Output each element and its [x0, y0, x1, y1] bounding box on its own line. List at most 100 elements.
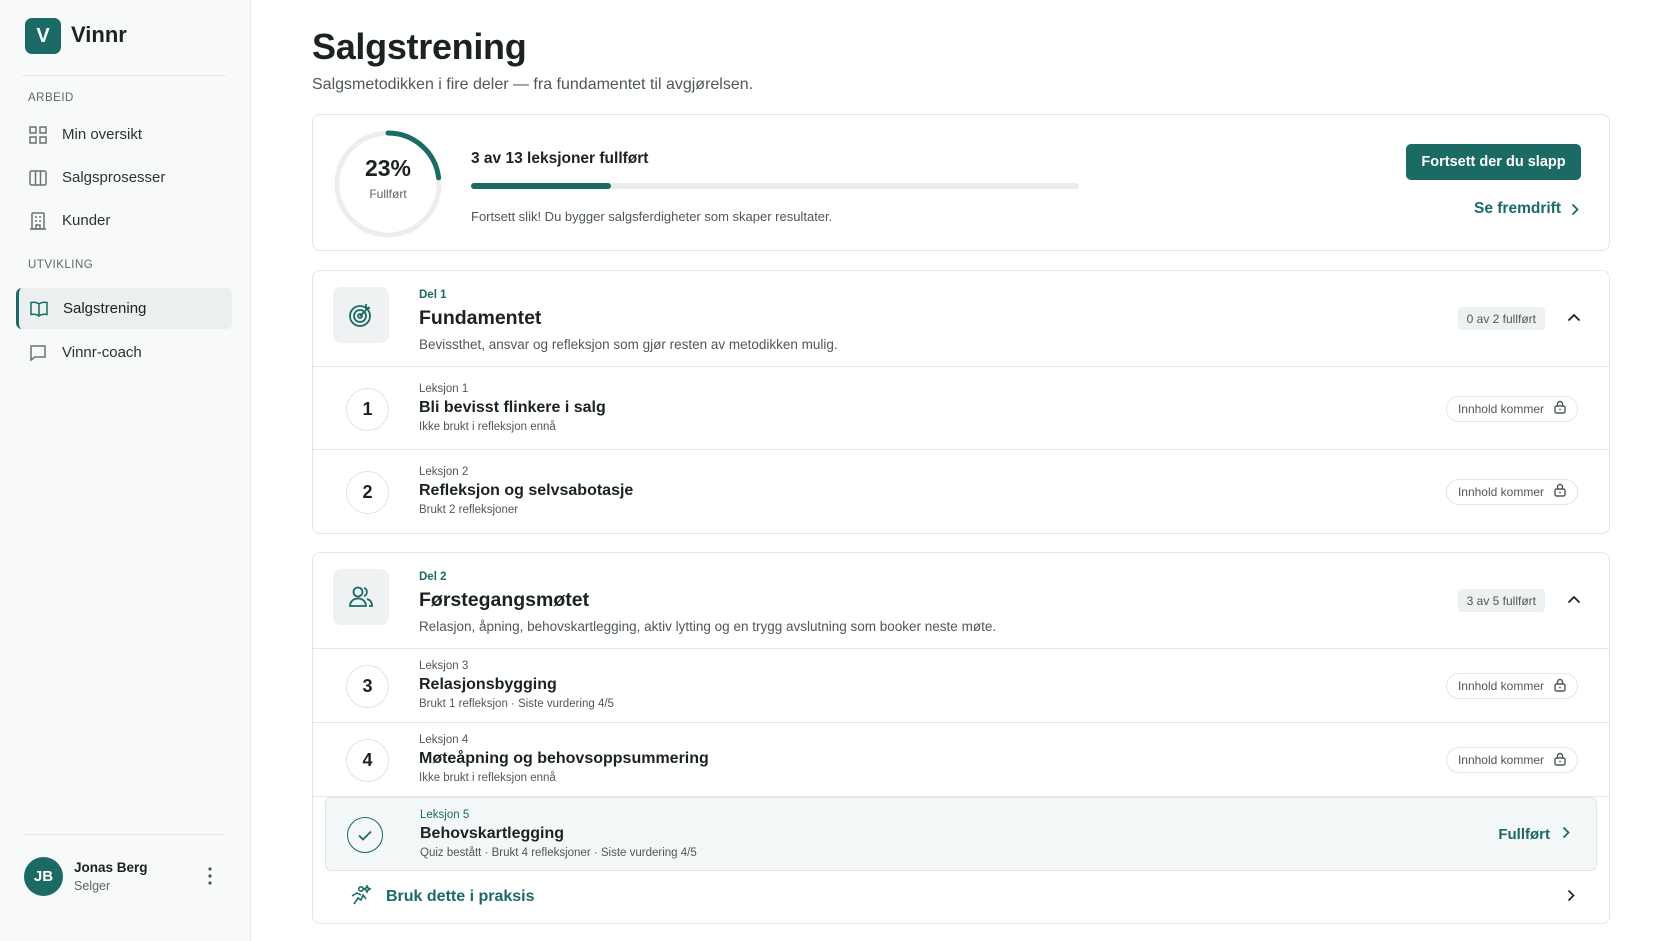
user-role: Selger — [74, 879, 111, 893]
lesson-status: Fullført — [1498, 826, 1570, 843]
chevron — [1571, 203, 1579, 215]
icon — [1567, 595, 1581, 604]
status-text: Innhold kommer — [1457, 753, 1544, 767]
icon — [358, 830, 372, 841]
icon — [30, 211, 46, 230]
lesson-status: Innhold kommer — [1445, 395, 1578, 422]
icon — [351, 883, 372, 904]
progress-bar-fill — [471, 183, 611, 189]
lesson-label: Leksjon 1 — [419, 382, 469, 395]
progress-summary: 3 av 13 leksjoner fullført — [471, 150, 649, 167]
nav-item[interactable]: Min oversikt — [16, 114, 232, 155]
lesson-label: Leksjon 2 — [419, 465, 469, 478]
icon — [1562, 826, 1570, 839]
section-card: Del 1 Fundamentet Bevissthet, ansvar og re… — [312, 270, 1610, 534]
lock-icon — [1554, 400, 1566, 417]
icon — [1567, 313, 1581, 322]
avatar[interactable]: JB — [24, 857, 63, 896]
lesson-meta: Ikke brukt i refleksjon ennå — [419, 420, 556, 433]
lock-icon — [1554, 483, 1566, 500]
nav-label: Kunder — [62, 212, 111, 229]
brand: Vinnr — [71, 22, 127, 47]
lesson-number: 4 — [346, 739, 389, 782]
section-title: Førstegangsmøtet — [419, 589, 590, 611]
percent-caption: Fullført — [369, 187, 407, 201]
section-description: Bevissthet, ansvar og refleksjon som gjø… — [419, 337, 838, 352]
icon — [30, 301, 48, 317]
icon — [1567, 889, 1575, 902]
icon — [30, 344, 46, 361]
lesson-status: Innhold kommer — [1445, 673, 1578, 699]
nav-label: Min oversikt — [62, 126, 143, 143]
logo[interactable]: V — [25, 18, 61, 54]
nav-item[interactable]: Vinnr-coach — [16, 332, 232, 373]
lesson-row[interactable]: 3 Leksjon 3 Relasjonsbygging Brukt 1 reflek… — [313, 649, 1609, 723]
sidebar: V Vinnr ARBEID Min oversikt Salgsprosesser… — [0, 0, 251, 941]
nav-item[interactable]: Salgstrening — [16, 288, 232, 329]
lesson-row[interactable]: 2 Leksjon 2 Refleksjon og selvsabotasje Bru… — [313, 450, 1609, 533]
section-icon — [333, 569, 389, 625]
progress-card: 23% Fullført 3 av 13 leksjoner fullført … — [312, 114, 1610, 251]
status-text: Innhold kommer — [1457, 484, 1544, 499]
lesson-status: Innhold kommer — [1445, 747, 1578, 773]
lesson-row[interactable]: 1 Leksjon 1 Bli bevisst flinkere i salg Ikk… — [313, 367, 1609, 450]
section-badge: 0 av 2 fullført — [1457, 307, 1545, 330]
divider — [22, 75, 226, 76]
section-header[interactable]: Del 2 Førstegangsmøtet Relasjon, åpning, b… — [313, 553, 1609, 649]
lesson-row[interactable]: Leksjon 5 Behovskartlegging Quiz bestått ·… — [325, 797, 1597, 871]
progress-link[interactable]: Se fremdrift — [1474, 200, 1579, 218]
lesson-meta: Ikke brukt i refleksjon ennå — [419, 772, 556, 784]
icon — [29, 125, 47, 144]
nav-group-label: ARBEID — [28, 92, 74, 104]
icon — [1554, 752, 1566, 766]
lesson-check — [347, 817, 383, 853]
link-text: Se fremdrift — [1474, 200, 1561, 217]
footer-text: Bruk dette i praksis — [386, 888, 535, 905]
percent: 23% — [364, 155, 412, 181]
status-text: Innhold kommer — [1457, 401, 1544, 416]
nav-group-label: UTVIKLING — [28, 259, 94, 271]
footer-icon — [350, 883, 374, 912]
section-description: Relasjon, åpning, behovskartlegging, akt… — [419, 619, 997, 634]
icon — [349, 586, 373, 607]
page-subtitle: Salgsmetodikken i fire deler — fra funda… — [312, 76, 754, 93]
more-menu[interactable] — [206, 866, 214, 886]
section-footer-link[interactable]: Bruk dette i praksis — [313, 871, 1609, 923]
nav-label: Salgstrening — [63, 300, 147, 317]
nav-item[interactable]: Kunder — [16, 200, 232, 241]
section-header[interactable]: Del 1 Fundamentet Bevissthet, ansvar og re… — [313, 271, 1609, 367]
lesson-meta: Brukt 1 refleksjon · Siste vurdering 4/5 — [419, 698, 614, 710]
lesson-row[interactable]: 4 Leksjon 4 Møteåpning og behovsoppsummeri… — [313, 723, 1609, 797]
lesson-number: 1 — [346, 387, 389, 431]
progress-message: Fortsett slik! Du bygger salgsferdighete… — [471, 209, 833, 224]
section-title: Fundamentet — [419, 307, 542, 329]
continue-button[interactable]: Fortsett der du slapp — [1406, 144, 1581, 180]
ring-text: 23% Fullført — [333, 155, 443, 201]
lesson-label: Leksjon 4 — [419, 734, 469, 746]
icon — [1554, 483, 1566, 497]
lesson-meta: Brukt 2 refleksjoner — [419, 503, 519, 516]
lesson-title: Refleksjon og selvsabotasje — [419, 481, 634, 499]
status-text: Fullført — [1498, 826, 1550, 843]
progress-bar — [471, 183, 1079, 189]
nav-label: Vinnr-coach — [62, 344, 142, 361]
collapse-toggle[interactable] — [1567, 591, 1581, 609]
section-badge: 3 av 5 fullført — [1457, 589, 1545, 612]
collapse-toggle[interactable] — [1567, 309, 1581, 327]
nav-item[interactable]: Salgsprosesser — [16, 157, 232, 198]
lock-icon — [1554, 752, 1566, 769]
lesson-label: Leksjon 3 — [419, 660, 469, 672]
section-part: Del 2 — [419, 571, 447, 583]
page-title: Salgstrening — [312, 26, 527, 67]
lesson-status: Innhold kommer — [1445, 478, 1578, 505]
status-text: Innhold kommer — [1457, 679, 1544, 693]
progress-ring — [334, 130, 442, 238]
lesson-number: 3 — [346, 665, 389, 708]
user-name: Jonas Berg — [74, 860, 148, 875]
lesson-title: Relasjonsbygging — [419, 676, 557, 693]
lesson-title: Behovskartlegging — [420, 825, 565, 842]
chevron — [1562, 826, 1570, 843]
icon — [1554, 400, 1566, 414]
section-card: Del 2 Førstegangsmøtet Relasjon, åpning, b… — [312, 552, 1610, 924]
chevron — [1567, 889, 1575, 907]
